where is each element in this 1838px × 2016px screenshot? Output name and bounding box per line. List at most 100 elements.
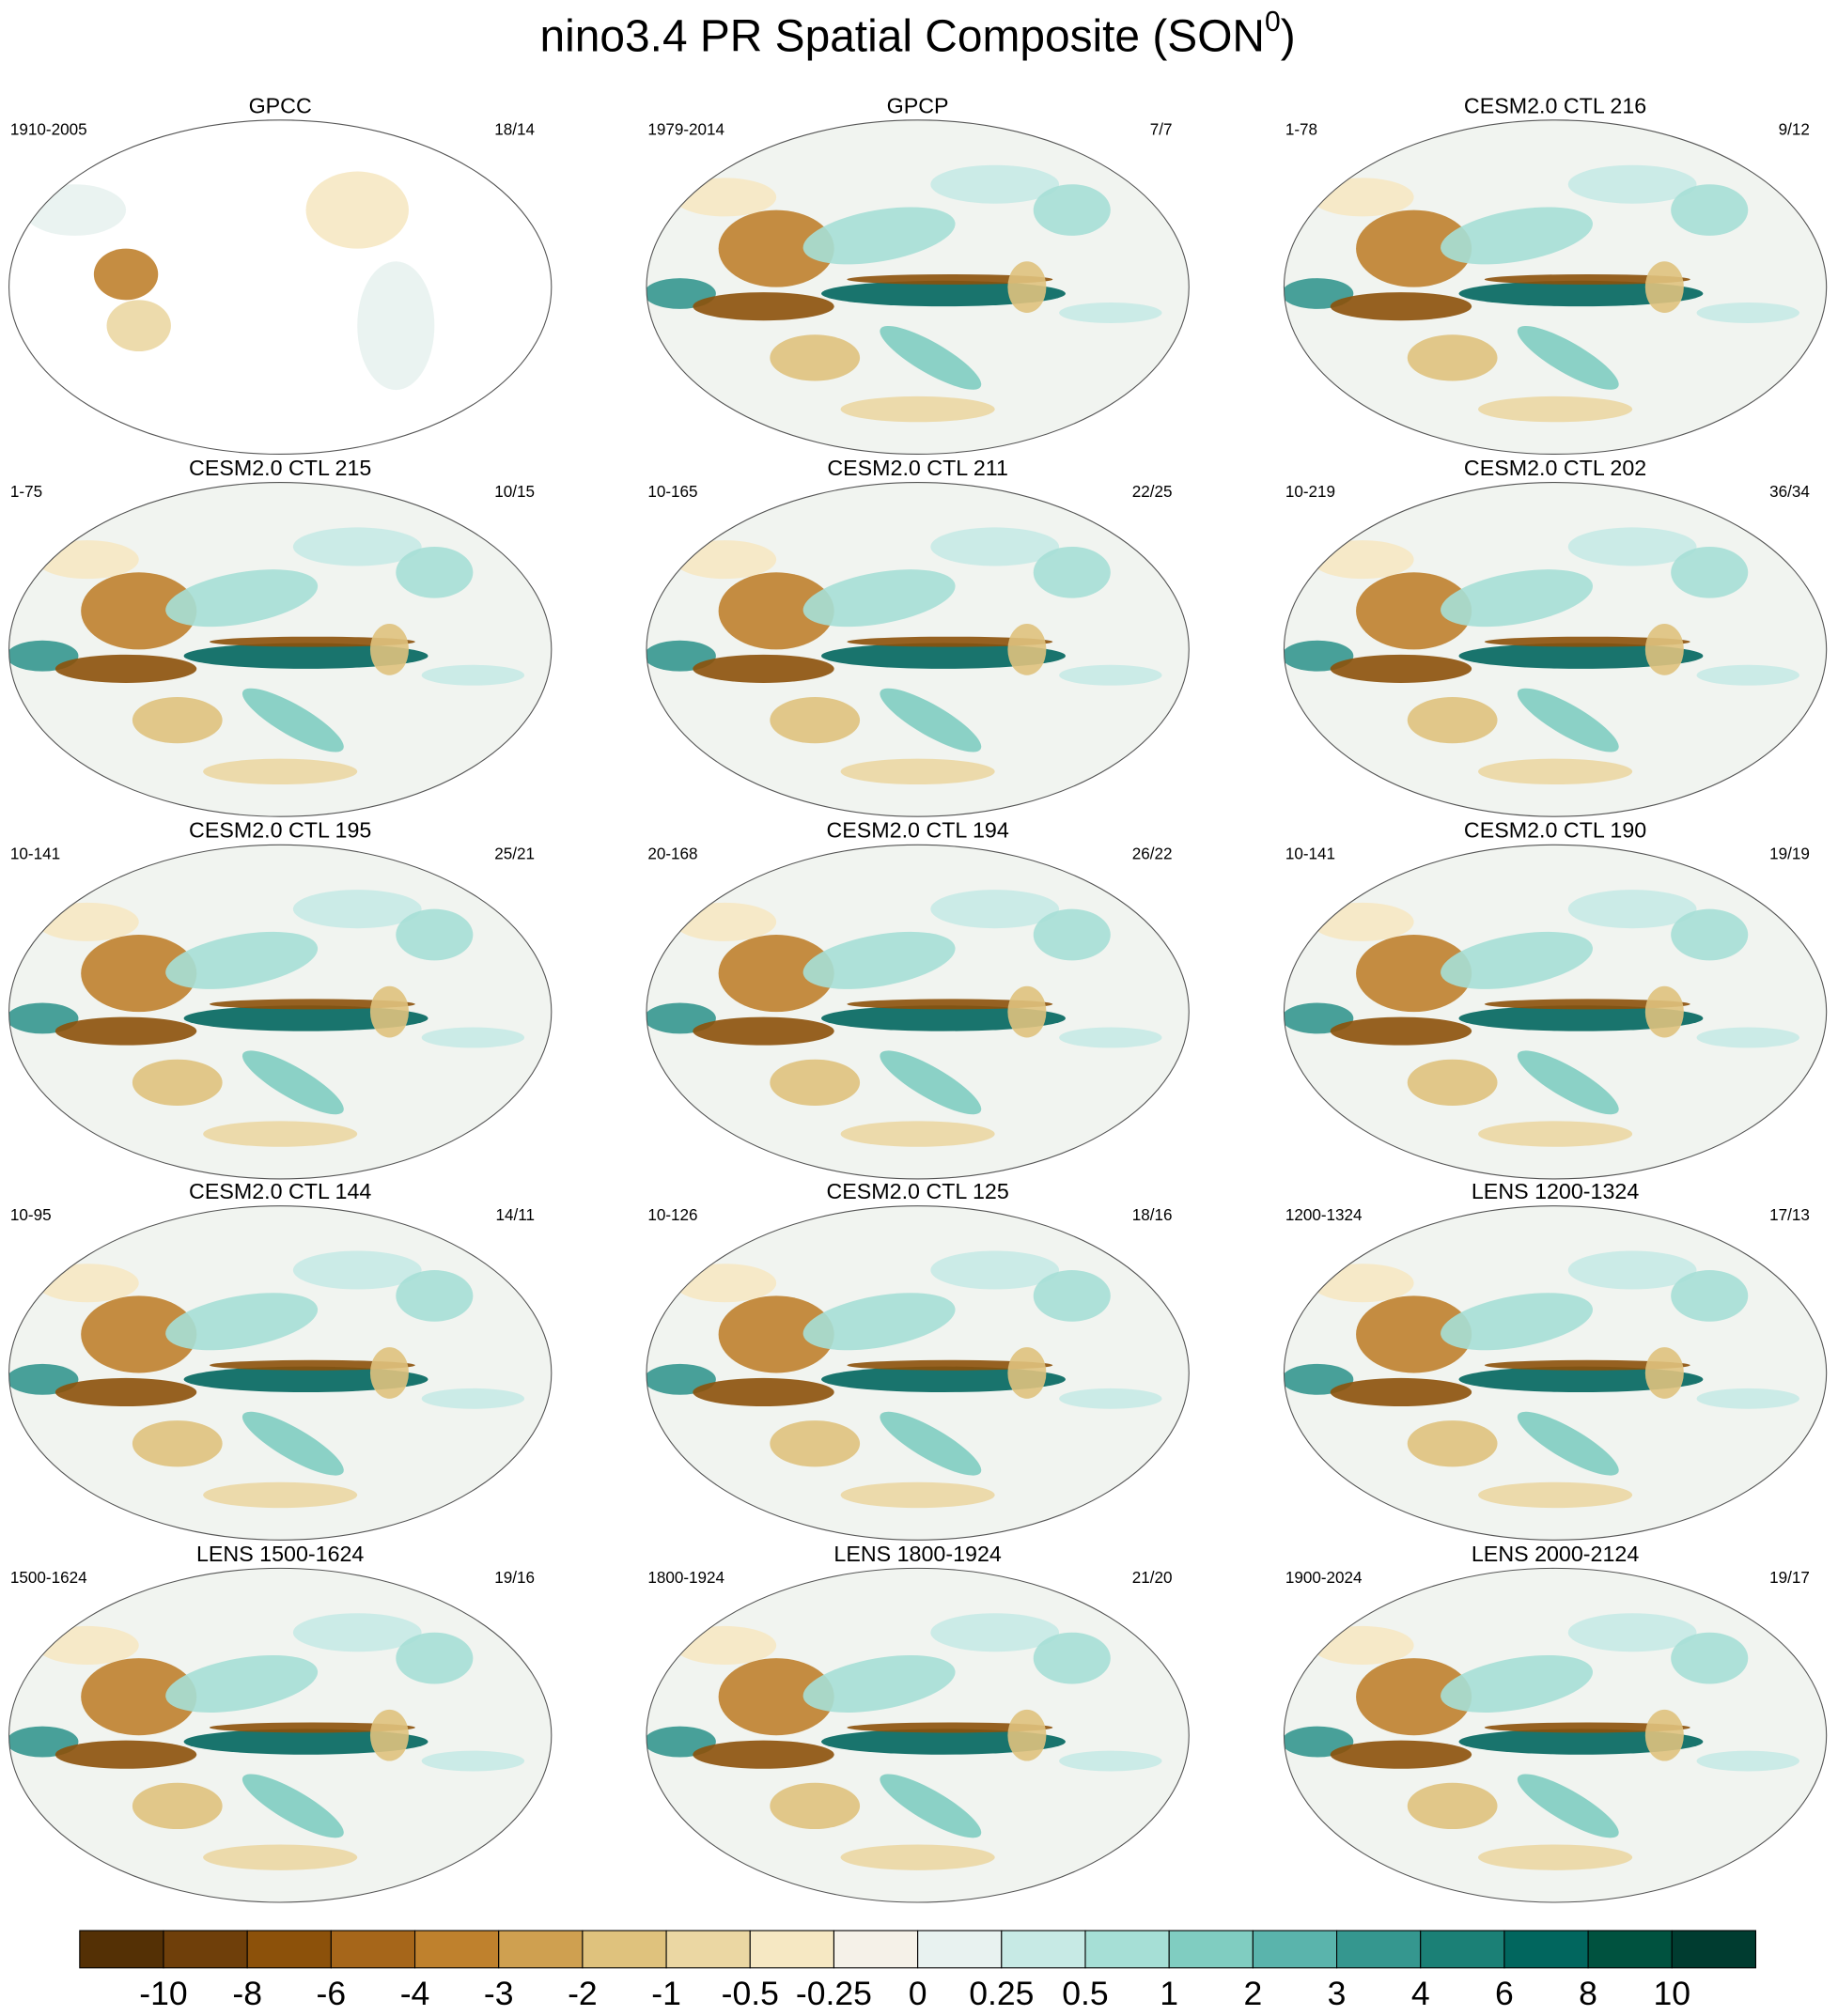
panel-right-label: 22/25 <box>1132 483 1173 501</box>
map-region <box>421 1388 525 1409</box>
map-region <box>770 1420 861 1467</box>
map-region <box>1696 664 1799 686</box>
map-region <box>1671 908 1749 961</box>
colorbar-box <box>246 1930 332 1969</box>
map-region <box>1696 1388 1799 1409</box>
map-region <box>718 209 834 287</box>
map-region <box>1356 1295 1472 1373</box>
colorbar-label: -0.25 <box>796 1975 872 2012</box>
map-region <box>1478 758 1633 784</box>
map-region <box>1441 1293 1594 1351</box>
panel-right-label: 14/11 <box>496 1206 535 1224</box>
panel-title: LENS 2000-2124 <box>1472 1542 1639 1566</box>
map-region <box>693 292 834 321</box>
map-region <box>165 1293 319 1351</box>
panel-left-label: 1-75 <box>10 483 42 501</box>
colorbar: -10 -8 -6 -4 -3 -2 -1 -0.5 -0.25 0 0.25 0.5 1 2 3 4 6 8 10 <box>79 1930 1757 2012</box>
colorbar-label: -4 <box>400 1975 430 2012</box>
map-region <box>880 688 982 752</box>
map-region <box>802 1655 956 1713</box>
map-region <box>1007 261 1047 314</box>
map-region <box>1517 1774 1619 1838</box>
colorbar-label: 0.25 <box>969 1975 1034 2012</box>
map-outline <box>1283 1567 1828 1903</box>
panel-left-label: 10-126 <box>647 1206 697 1224</box>
map-region <box>1644 261 1684 314</box>
map-region <box>770 1782 861 1830</box>
map-field <box>646 845 1190 1179</box>
map-region <box>1567 527 1697 566</box>
map-region <box>292 527 422 566</box>
map-region <box>305 171 409 249</box>
map-region <box>1330 654 1472 683</box>
panel-right-label: 9/12 <box>1779 120 1810 138</box>
panel-left-label: 1910-2005 <box>10 120 87 138</box>
map-region <box>203 1844 358 1870</box>
map-region <box>1356 209 1472 287</box>
panel-title: GPCP <box>887 93 949 117</box>
colorbar-label: 0.5 <box>1062 1975 1108 2012</box>
panel-right-label: 7/7 <box>1150 120 1173 138</box>
map-region <box>880 1774 982 1838</box>
map-outline <box>646 1205 1190 1541</box>
map-region <box>1007 624 1047 675</box>
map-field <box>646 1205 1190 1541</box>
map-region <box>1356 1658 1472 1736</box>
title-end: ) <box>1281 11 1296 61</box>
map-region <box>1407 1059 1498 1106</box>
map-region <box>718 1295 834 1373</box>
map-region <box>1458 1005 1704 1031</box>
map-region <box>847 999 1053 1010</box>
map-region <box>1458 1729 1704 1755</box>
colorbar-box <box>163 1930 248 1969</box>
colorbar-label: -1 <box>651 1975 681 2012</box>
colorbar-label: 10 <box>1654 1975 1691 2012</box>
map-region <box>1644 1709 1684 1761</box>
map-region <box>718 572 834 650</box>
panel-title: LENS 1800-1924 <box>833 1542 1001 1566</box>
map-region <box>1644 985 1684 1038</box>
panel-left-label: 1900-2024 <box>1285 1569 1363 1587</box>
map-panel: LENS 1500-1624 1500-1624 19/16 <box>8 1542 553 1903</box>
map-region <box>847 1722 1053 1733</box>
map-region <box>209 999 415 1010</box>
map-region <box>880 325 982 390</box>
panel-right-label: 36/34 <box>1769 483 1810 501</box>
map-background <box>8 119 552 455</box>
map-region <box>93 248 159 301</box>
map-region <box>1478 1121 1633 1147</box>
map-region <box>1484 999 1690 1010</box>
map-region <box>693 1377 834 1407</box>
map-region <box>1478 395 1633 423</box>
map-region <box>292 1613 422 1652</box>
map-region <box>1059 1388 1162 1409</box>
map-region <box>693 654 834 683</box>
map-region <box>1517 1050 1619 1115</box>
map-region <box>1484 636 1690 647</box>
panel-left-label: 10-95 <box>10 1206 52 1224</box>
map-region <box>1671 184 1749 236</box>
map-region <box>1407 334 1498 381</box>
map-region <box>1330 1016 1472 1046</box>
map-region <box>369 624 409 675</box>
colorbar-label: 6 <box>1495 1975 1514 2012</box>
map-region <box>802 207 956 265</box>
map-outline <box>1283 1205 1828 1541</box>
map-region <box>81 1295 197 1373</box>
map-region <box>55 1740 197 1769</box>
map-region <box>718 1658 834 1736</box>
map-region <box>183 1729 428 1755</box>
map-outline <box>8 119 553 456</box>
panel-right-label: 18/16 <box>1132 1206 1173 1224</box>
map-region <box>396 1270 474 1322</box>
map-region <box>1407 1782 1498 1830</box>
colorbar-box <box>917 1930 1003 1969</box>
panel-left-label: 10-219 <box>1285 483 1335 501</box>
panel-title: LENS 1200-1324 <box>1472 1179 1639 1203</box>
panel-right-label: 18/14 <box>494 120 535 138</box>
panel-left-label: 1500-1624 <box>10 1569 87 1587</box>
map-region <box>132 1420 223 1467</box>
map-region <box>241 1774 344 1838</box>
map-region <box>1356 572 1472 650</box>
map-region <box>203 1121 358 1147</box>
